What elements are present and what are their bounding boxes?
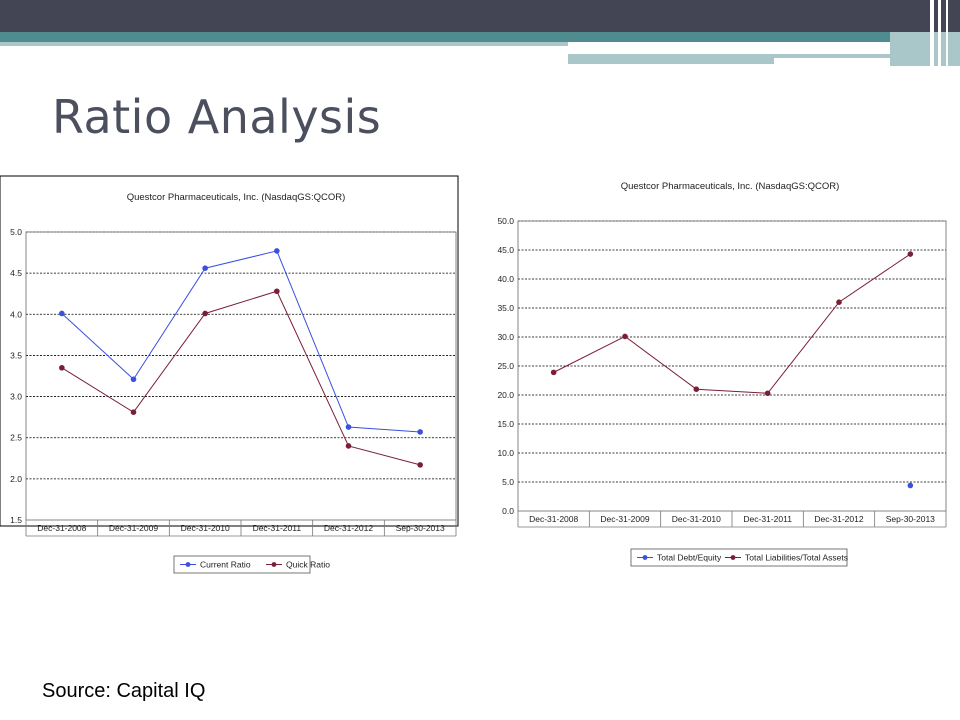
data-point [550,369,557,376]
y-tick-label: 45.0 [497,245,514,255]
chart-frame [0,175,459,527]
legend-label: Quick Ratio [286,560,330,570]
data-point [907,482,914,489]
x-tick-label: Sep-30-2013 [396,523,445,533]
y-tick-label: 25.0 [497,361,514,371]
chart-title: Questcor Pharmaceuticals, Inc. (NasdaqGS… [127,192,346,203]
x-tick-label: Dec-31-2011 [743,514,792,524]
x-tick-label: Dec-31-2009 [109,523,158,533]
x-tick-label: Dec-31-2010 [672,514,721,524]
source-note: Source: Capital IQ [42,680,206,702]
legend-box [173,555,311,574]
data-point [417,462,423,468]
data-point [622,333,628,340]
x-tick-label: Dec-31-2010 [181,523,230,533]
legend-swatch-marker [730,555,736,560]
y-tick-label: 40.0 [497,274,514,284]
y-tick-label: 0.0 [502,506,514,516]
legend-label: Current Ratio [200,560,251,570]
data-point [345,424,352,430]
x-tick-label: Dec-31-2008 [529,514,578,524]
data-point [202,310,208,317]
slide-title: Ratio Analysis [52,90,382,144]
y-tick-label: 35.0 [497,303,514,313]
chart-debt-liabilities: Questcor Pharmaceuticals, Inc. (NasdaqGS… [497,181,947,567]
y-tick-label: 3.0 [10,392,22,402]
data-point [130,409,137,416]
x-tick-label: Dec-31-2012 [814,514,863,524]
y-tick-label: 5.0 [10,227,22,237]
y-tick-label: 2.5 [10,433,22,443]
series-line [553,253,911,394]
legend: Current Ratio Quick Ratio [173,555,330,574]
y-tick-label: 30.0 [497,332,514,342]
chart-current-quick-ratio: Questcor Pharmaceuticals, Inc. (NasdaqGS… [0,175,459,574]
legend-swatch-marker [185,562,191,567]
y-tick-label: 15.0 [497,419,514,429]
y-tick-label: 5.0 [502,477,514,487]
header-band [0,0,960,66]
data-point [274,248,280,254]
y-tick-label: 2.0 [10,474,22,484]
y-tick-label: 4.5 [10,268,22,278]
legend-swatch-marker [642,555,648,560]
legend-label: Total Debt/Equity [657,553,722,563]
x-tick-label: Dec-31-2009 [600,514,649,524]
data-point [130,376,137,383]
legend: Total Debt/Equity Total Liabilities/Total… [630,548,848,567]
data-point [59,364,65,371]
legend-swatch-marker [271,562,277,567]
data-point [417,429,423,435]
y-tick-label: 20.0 [497,390,514,400]
y-tick-label: 3.5 [10,350,22,360]
x-tick-label: Dec-31-2011 [253,523,302,533]
y-tick-label: 1.5 [10,515,22,525]
y-tick-label: 50.0 [497,216,514,226]
series-line [61,250,421,433]
data-point [345,443,352,449]
y-tick-label: 4.0 [10,309,22,319]
x-tick-label: Dec-31-2012 [324,523,373,533]
data-point [59,310,65,317]
x-tick-label: Sep-30-2013 [886,514,935,524]
legend-label: Total Liabilities/Total Assets [745,553,848,563]
chart-title: Questcor Pharmaceuticals, Inc. (NasdaqGS… [621,181,840,192]
data-point [764,390,771,397]
x-tick-label: Dec-31-2008 [37,523,86,533]
data-point [274,288,280,295]
series-line [61,290,421,466]
data-point [836,299,842,305]
data-point [202,265,208,272]
y-tick-label: 10.0 [497,448,514,458]
data-point [693,386,700,392]
data-point [907,251,914,257]
